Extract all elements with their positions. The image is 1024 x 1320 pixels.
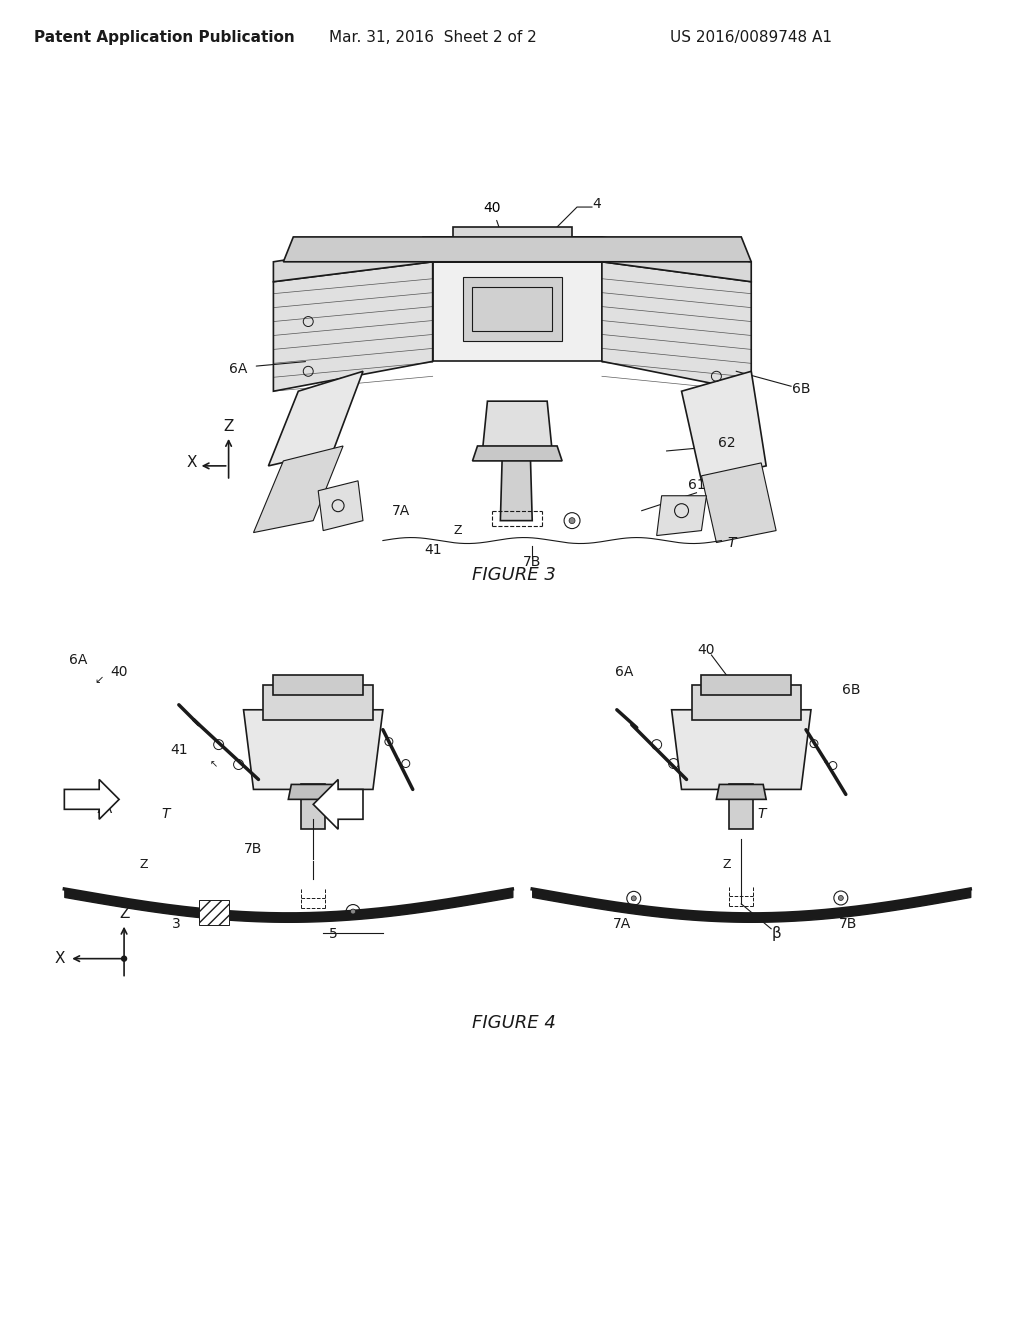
Polygon shape <box>482 401 552 451</box>
Circle shape <box>569 517 575 524</box>
Text: 7A: 7A <box>95 803 114 816</box>
Text: Z: Z <box>223 418 233 433</box>
Text: FIGURE 4: FIGURE 4 <box>472 1014 556 1032</box>
Polygon shape <box>656 496 707 536</box>
Text: Z: Z <box>454 524 462 537</box>
Text: X: X <box>54 952 65 966</box>
Text: ↖: ↖ <box>210 759 218 770</box>
Text: 7B: 7B <box>245 842 263 857</box>
Text: 6A: 6A <box>69 653 87 667</box>
Bar <box>199 900 228 925</box>
Polygon shape <box>472 446 562 461</box>
Text: β: β <box>771 927 781 941</box>
Text: 41: 41 <box>170 743 187 756</box>
Polygon shape <box>65 779 119 820</box>
Circle shape <box>631 896 636 900</box>
Text: ↙: ↙ <box>94 675 103 685</box>
Text: Z: Z <box>722 858 730 871</box>
Polygon shape <box>318 480 362 531</box>
Text: Z: Z <box>139 858 148 871</box>
Polygon shape <box>701 463 776 543</box>
Text: 6B: 6B <box>792 383 810 396</box>
Polygon shape <box>284 236 752 261</box>
Polygon shape <box>289 784 338 800</box>
Polygon shape <box>682 371 766 480</box>
Text: 41: 41 <box>777 767 795 781</box>
Text: 62: 62 <box>718 436 735 450</box>
Bar <box>263 685 373 719</box>
Text: X: X <box>186 455 197 470</box>
Text: 6A: 6A <box>229 362 248 376</box>
Text: 6B: 6B <box>304 682 323 697</box>
Circle shape <box>350 909 355 913</box>
Circle shape <box>839 895 844 900</box>
Text: 3: 3 <box>171 917 180 931</box>
Bar <box>463 277 562 342</box>
Polygon shape <box>273 261 433 391</box>
Polygon shape <box>254 446 343 532</box>
Bar <box>472 286 552 331</box>
Polygon shape <box>273 236 752 281</box>
Text: US 2016/0089748 A1: US 2016/0089748 A1 <box>671 30 833 45</box>
Text: T: T <box>757 808 765 821</box>
Bar <box>729 784 754 829</box>
Bar <box>301 784 326 829</box>
Text: 40: 40 <box>697 643 715 657</box>
Text: 7B: 7B <box>523 556 542 569</box>
Text: Mar. 31, 2016  Sheet 2 of 2: Mar. 31, 2016 Sheet 2 of 2 <box>329 30 537 45</box>
Text: Z: Z <box>119 907 129 921</box>
Text: T: T <box>162 808 170 821</box>
Polygon shape <box>602 261 752 391</box>
Text: 7B: 7B <box>839 917 857 931</box>
Polygon shape <box>244 710 383 789</box>
Text: T: T <box>727 536 735 549</box>
Polygon shape <box>313 779 362 829</box>
Text: 61: 61 <box>687 478 706 492</box>
Polygon shape <box>672 710 811 789</box>
Text: Patent Application Publication: Patent Application Publication <box>34 30 294 45</box>
Polygon shape <box>433 261 602 362</box>
Text: 6B: 6B <box>842 682 860 697</box>
Text: FIGURE 3: FIGURE 3 <box>472 566 556 585</box>
Text: 41: 41 <box>424 544 441 557</box>
Bar <box>701 675 792 694</box>
Text: 7A: 7A <box>392 504 410 517</box>
Bar <box>691 685 801 719</box>
Bar <box>453 227 572 242</box>
Text: 40: 40 <box>483 201 502 234</box>
Polygon shape <box>717 784 766 800</box>
Text: 6A: 6A <box>614 665 633 678</box>
Circle shape <box>122 956 127 961</box>
Bar <box>423 236 602 261</box>
Text: 40: 40 <box>111 665 128 678</box>
Bar <box>273 675 362 694</box>
Polygon shape <box>268 371 362 466</box>
Text: 7A: 7A <box>612 917 631 931</box>
Text: 4: 4 <box>593 197 601 211</box>
Text: 5: 5 <box>329 927 338 941</box>
Polygon shape <box>501 451 532 520</box>
